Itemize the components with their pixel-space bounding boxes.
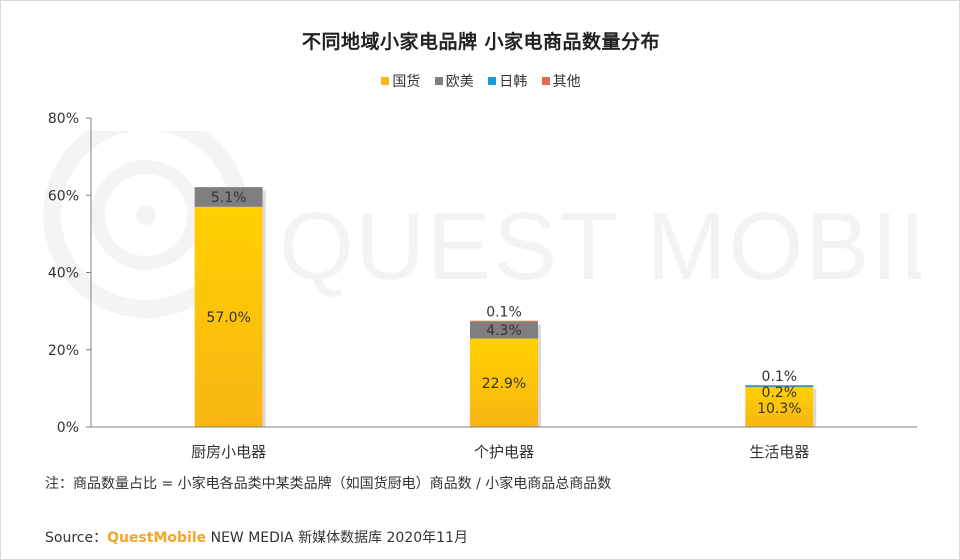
legend-item-guohuo: 国货: [381, 71, 420, 91]
bar-segment-guohuo: [194, 206, 263, 427]
data-label: 57.0%: [206, 310, 250, 326]
source-suffix: NEW MEDIA 新媒体数据库 2020年11月: [206, 530, 468, 546]
data-label: 0.1%: [486, 305, 522, 321]
y-tick-label: 60%: [48, 188, 79, 204]
chart-canvas: 0% 20% 40% 60% 80% 57.0% 5.1% 厨房小电器 22.9% 4.3% 0.1…: [48, 111, 917, 461]
legend-label-qita: 其他: [552, 74, 581, 90]
bar-segment-guohuo: [470, 338, 538, 427]
legend-label-oumei: 欧美: [445, 74, 474, 90]
source-brand: QuestMobile: [107, 530, 207, 546]
y-tick-label: 0%: [57, 420, 79, 436]
source-line: Source：QuestMobile NEW MEDIA 新媒体数据库 2020…: [45, 527, 468, 547]
legend-item-oumei: 欧美: [434, 71, 474, 91]
legend-swatch-rihan: [488, 77, 497, 85]
data-label: 10.3%: [757, 401, 801, 417]
legend-label-rihan: 日韩: [499, 74, 528, 90]
bar-shadow: [813, 389, 817, 427]
bar-segment-qita: [470, 320, 538, 322]
y-tick-label: 80%: [48, 111, 79, 127]
legend: 国货 欧美 日韩 其他: [1, 71, 960, 91]
bar-segment-oumei: [194, 187, 263, 207]
watermark-text: QUEST MOBILE: [279, 193, 921, 300]
footnote: 注：商品数量占比 = 小家电各品类中某类品牌（如国货厨电）商品数 / 小家电商品…: [45, 476, 612, 492]
bar-shadow: [262, 190, 266, 427]
y-tick-label: 20%: [48, 343, 79, 359]
legend-item-qita: 其他: [541, 71, 581, 91]
bar-segment-oumei: [470, 321, 538, 339]
bar-shadow: [538, 324, 541, 427]
data-label: 4.3%: [486, 323, 522, 339]
y-tick-label: 40%: [48, 266, 79, 282]
legend-swatch-guohuo: [381, 77, 390, 85]
bar-segment-guohuo: [745, 387, 814, 427]
source-prefix: Source：: [45, 530, 108, 546]
legend-label-guohuo: 国货: [392, 74, 421, 90]
data-label: 0.2%: [762, 385, 798, 401]
x-category-label: 个护电器: [474, 443, 534, 461]
chart-title: 不同地域小家电品牌 小家电商品数量分布: [301, 31, 661, 53]
legend-swatch-oumei: [434, 77, 443, 85]
data-label: 5.1%: [211, 190, 247, 206]
legend-item-rihan: 日韩: [488, 71, 527, 91]
legend-swatch-qita: [541, 77, 550, 85]
bar-segment-rihan: [745, 385, 814, 387]
x-category-label: 厨房小电器: [191, 443, 266, 461]
data-label: 0.1%: [762, 369, 798, 385]
bar-segment-oumei: [745, 386, 814, 388]
data-label: 22.9%: [482, 376, 526, 392]
x-category-label: 生活电器: [749, 443, 809, 461]
